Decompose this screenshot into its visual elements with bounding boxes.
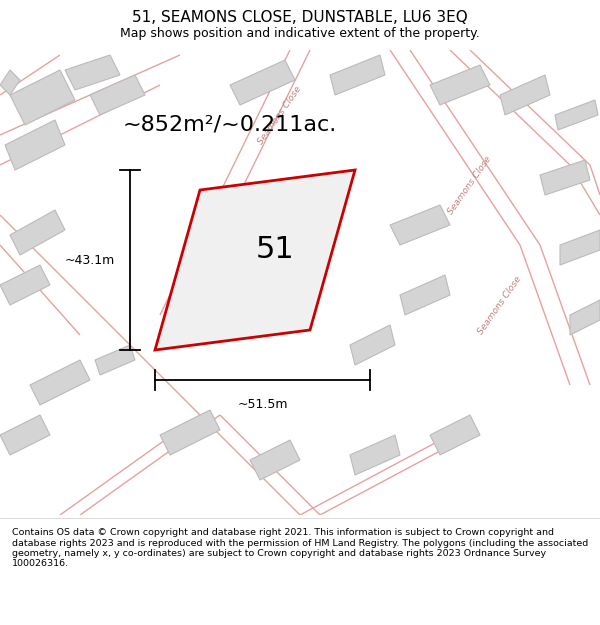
Polygon shape bbox=[155, 170, 355, 350]
Polygon shape bbox=[0, 415, 50, 455]
Text: 51: 51 bbox=[256, 236, 295, 264]
Text: Seamons Close: Seamons Close bbox=[446, 154, 493, 216]
Polygon shape bbox=[350, 435, 400, 475]
Polygon shape bbox=[0, 70, 20, 95]
Polygon shape bbox=[160, 410, 220, 455]
Polygon shape bbox=[10, 210, 65, 255]
Polygon shape bbox=[330, 55, 385, 95]
Polygon shape bbox=[500, 75, 550, 115]
Text: ~43.1m: ~43.1m bbox=[65, 254, 115, 266]
Polygon shape bbox=[350, 325, 395, 365]
Text: ~852m²/~0.211ac.: ~852m²/~0.211ac. bbox=[123, 115, 337, 135]
Polygon shape bbox=[430, 65, 490, 105]
Polygon shape bbox=[5, 120, 65, 170]
Polygon shape bbox=[90, 75, 145, 115]
Polygon shape bbox=[400, 275, 450, 315]
Polygon shape bbox=[10, 70, 75, 125]
Text: Contains OS data © Crown copyright and database right 2021. This information is : Contains OS data © Crown copyright and d… bbox=[12, 528, 588, 568]
Polygon shape bbox=[230, 60, 295, 105]
Polygon shape bbox=[0, 265, 50, 305]
Text: Seamons Close: Seamons Close bbox=[257, 84, 304, 146]
Text: ~51.5m: ~51.5m bbox=[237, 398, 288, 411]
Polygon shape bbox=[430, 415, 480, 455]
Polygon shape bbox=[555, 100, 598, 130]
Polygon shape bbox=[95, 345, 135, 375]
Text: 51, SEAMONS CLOSE, DUNSTABLE, LU6 3EQ: 51, SEAMONS CLOSE, DUNSTABLE, LU6 3EQ bbox=[132, 10, 468, 25]
Polygon shape bbox=[540, 160, 590, 195]
Polygon shape bbox=[570, 300, 600, 335]
Text: Seamons Close: Seamons Close bbox=[476, 274, 523, 336]
Polygon shape bbox=[30, 360, 90, 405]
Polygon shape bbox=[390, 205, 450, 245]
Polygon shape bbox=[250, 440, 300, 480]
Polygon shape bbox=[65, 55, 120, 90]
Polygon shape bbox=[560, 230, 600, 265]
Text: Map shows position and indicative extent of the property.: Map shows position and indicative extent… bbox=[120, 27, 480, 40]
